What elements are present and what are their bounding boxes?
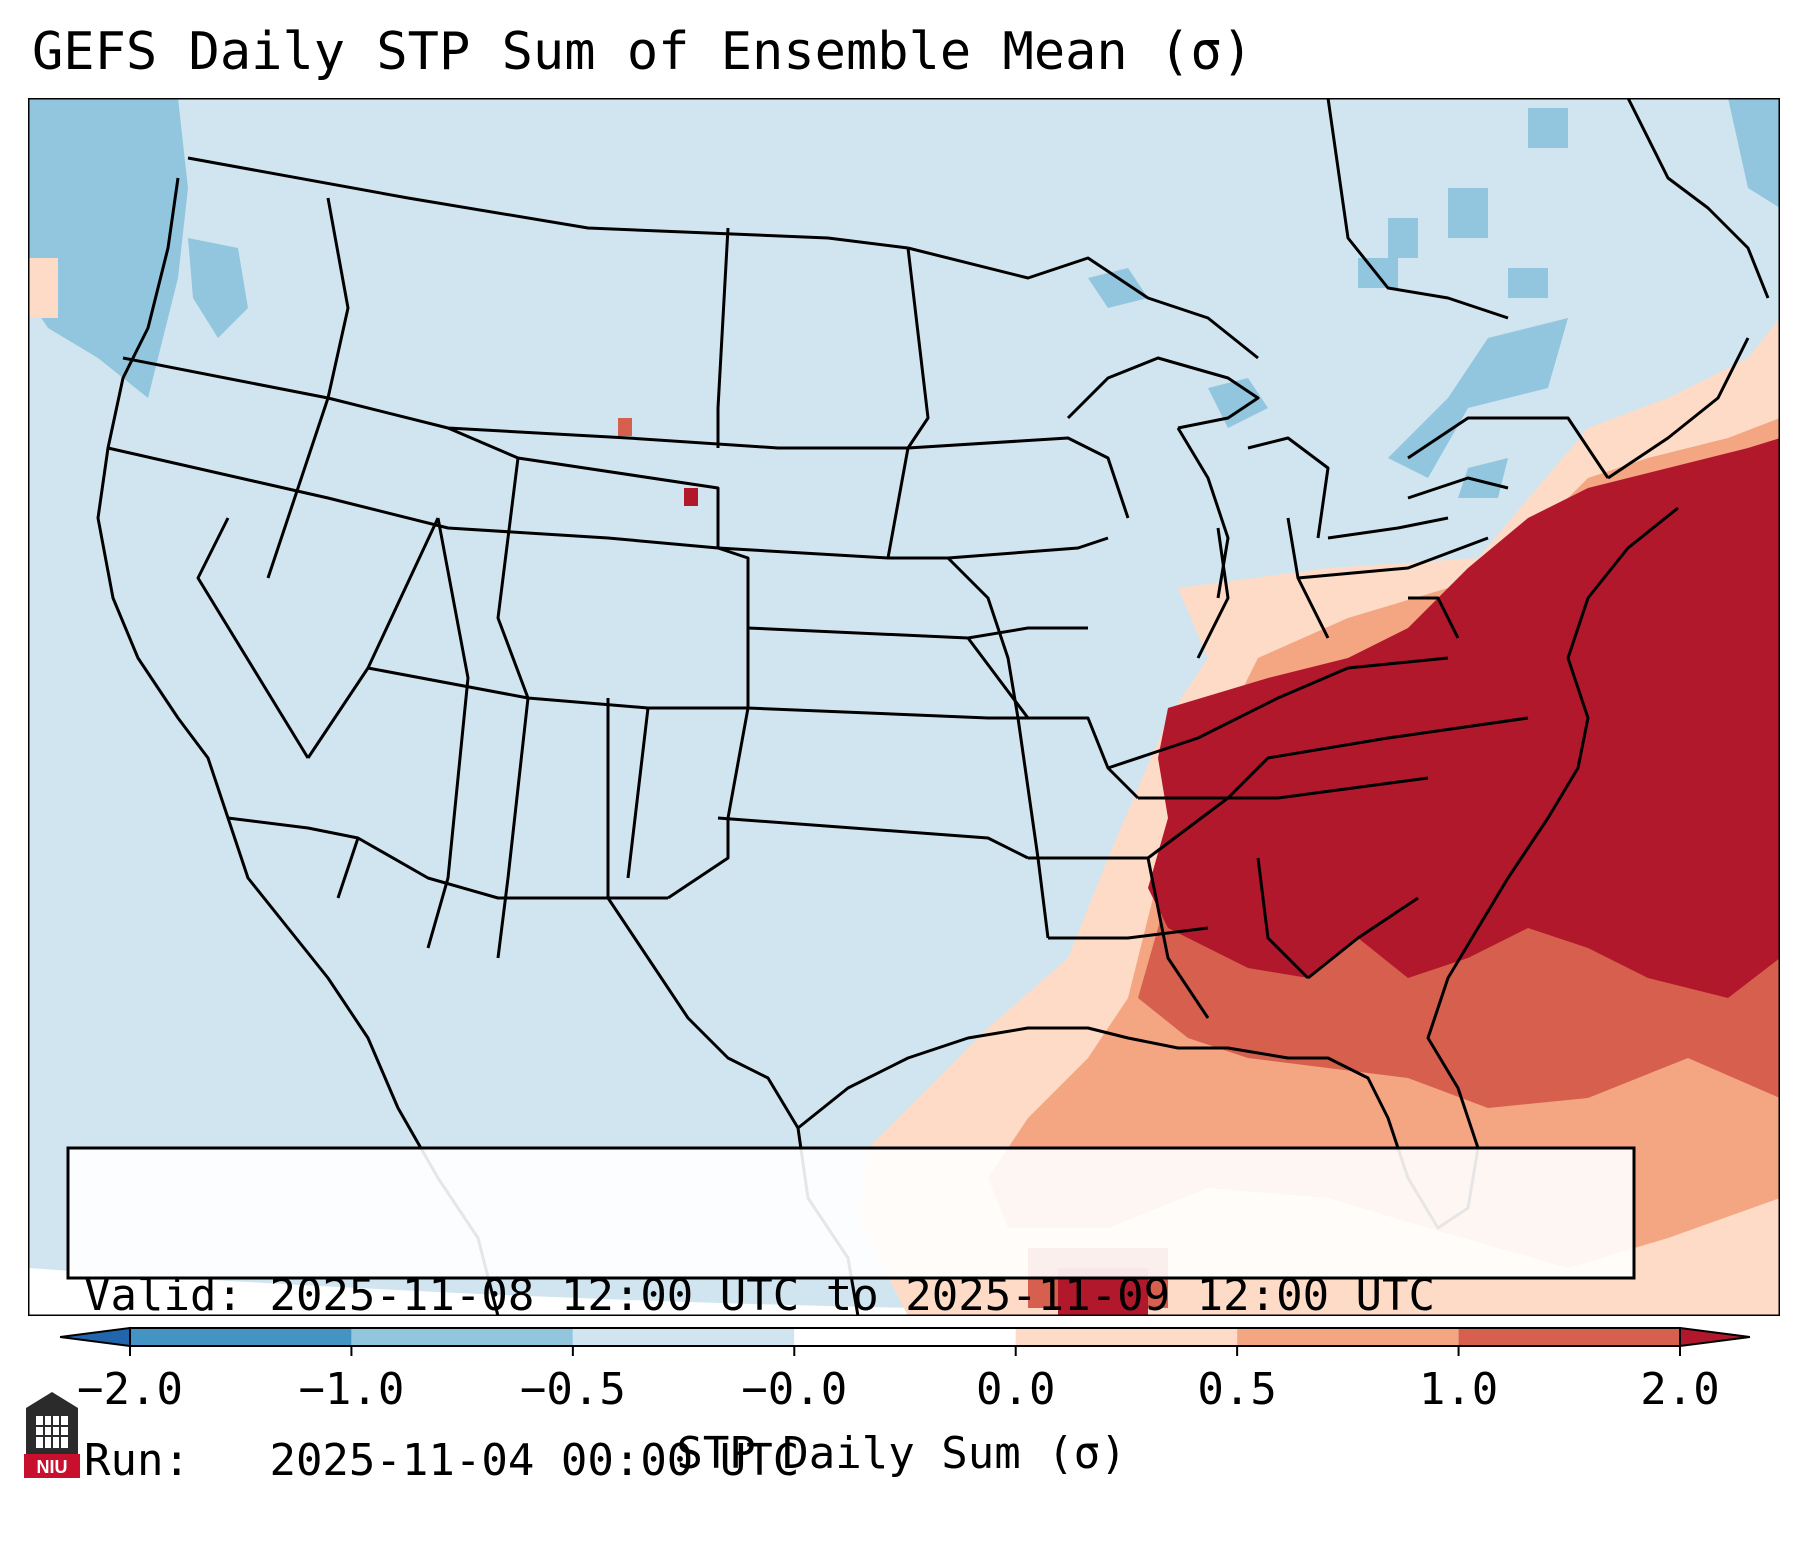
info-text: Valid: 2025-11-08 12:00 UTC to 2025-11-0… [84,1158,1435,1543]
colorbar-segment [351,1328,573,1346]
colorbar: −2.0 −1.0 −0.5 −0.0 0.0 0.5 1.0 2.0 [60,1326,1750,1415]
map-title: GEFS Daily STP Sum of Ensemble Mean (σ) [32,22,1253,82]
logo-text: NIU [37,1457,68,1477]
run-label: Run: [84,1435,190,1486]
info-box [66,1146,1636,1280]
valid-value: 2025-11-08 12:00 UTC to 2025-11-09 12:00… [269,1270,1436,1321]
colorbar-tick-label: 1.0 [1419,1364,1498,1415]
colorbar-tick-label: 0.0 [976,1364,1055,1415]
niu-logo: NIU [24,1392,80,1478]
colorbar-extend-low [60,1326,131,1348]
colorbar-tick-label: −0.5 [520,1364,626,1415]
run-line: Run: 2025-11-04 00:00 UTC [84,1433,1435,1488]
colorbar-tick-label: −2.0 [77,1364,183,1415]
run-value: 2025-11-04 00:00 UTC [269,1435,800,1486]
colorbar-segment [1237,1328,1459,1346]
colorbar-tick-label: −0.0 [741,1364,847,1415]
colorbar-segment [1015,1328,1238,1346]
colorbar-tick-label: 0.5 [1197,1364,1276,1415]
map-panel [28,98,1780,1316]
colorbar-segment [572,1328,795,1346]
colorbar-extend-high [1679,1326,1750,1348]
boundary-lines [96,98,1770,1316]
colorbar-segment [794,1328,1016,1346]
valid-line: Valid: 2025-11-08 12:00 UTC to 2025-11-0… [84,1268,1435,1323]
colorbar-label: STP Daily Sum (σ) [676,1428,1127,1479]
valid-label: Valid: [84,1270,243,1321]
colorbar-tick-label: −1.0 [298,1364,404,1415]
colorbar-segment [1458,1328,1680,1346]
colorbar-tick-label: 2.0 [1640,1364,1719,1415]
colorbar-segment [130,1328,352,1346]
